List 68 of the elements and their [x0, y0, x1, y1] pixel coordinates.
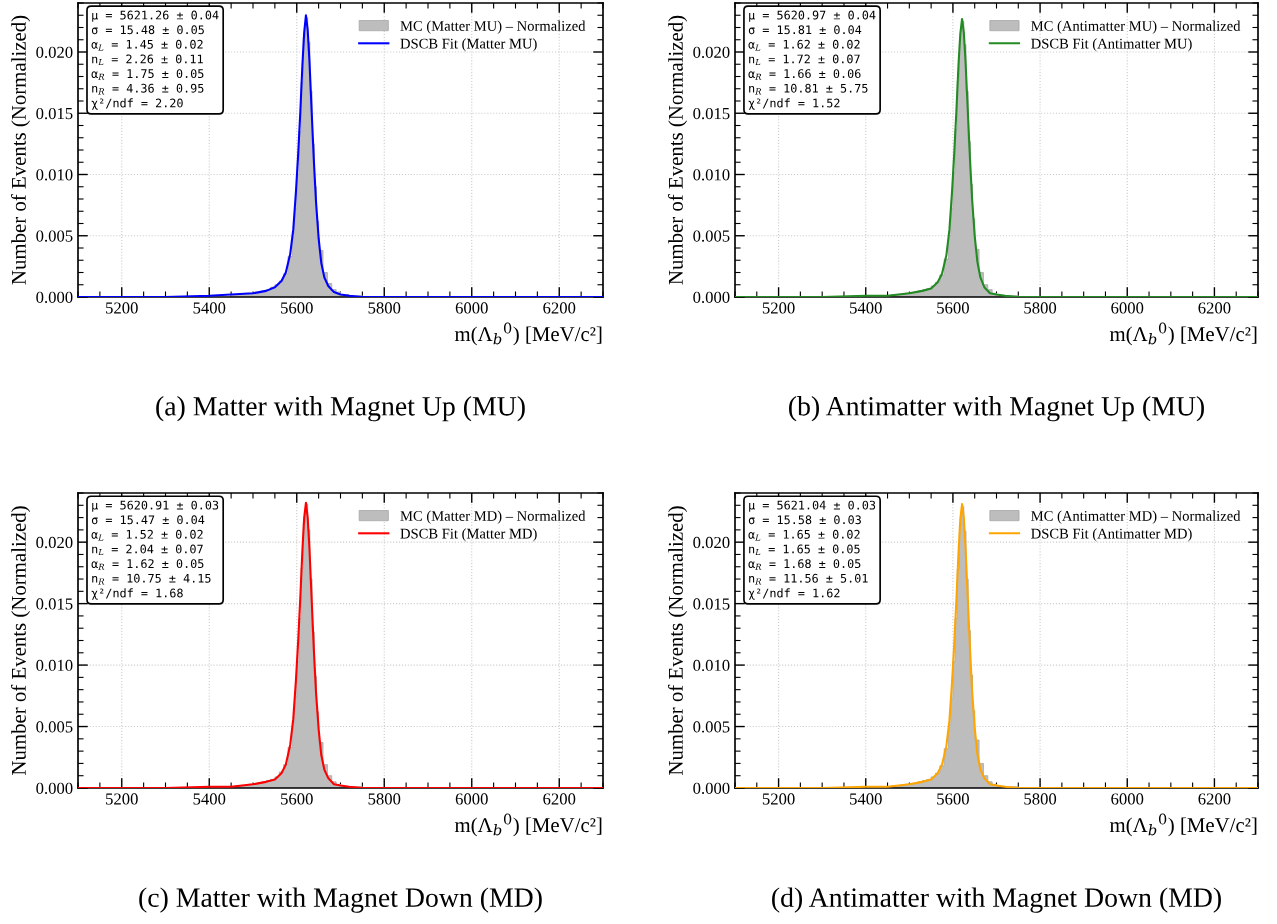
y-tick-label: 0.015 — [36, 107, 73, 120]
x-tick-label: 5800 — [1024, 302, 1057, 314]
x-tick-label: 5600 — [281, 793, 313, 805]
legend-label: MC (Antimatter MU) – Normalized — [1031, 20, 1241, 34]
x-tick-label: 6000 — [1111, 302, 1144, 314]
y-tick-label: 0.010 — [693, 169, 730, 181]
x-tick-label: 6000 — [455, 302, 488, 314]
y-tick-label: 0.010 — [693, 659, 730, 672]
y-tick-label: 0.015 — [693, 598, 730, 610]
y-tick-label: 0.005 — [36, 721, 73, 733]
legend-label: DSCB Fit (Matter MD) — [400, 528, 537, 542]
x-tick-label: 5400 — [850, 302, 882, 314]
y-tick-label: 0.000 — [36, 291, 73, 304]
text: (c) Matter with Magnet Down (MD) — [139, 887, 542, 913]
x-axis-title: m(Λ$_{b}$$^{0}$) [MeV/c²] — [454, 322, 602, 346]
x-tick-label: 5400 — [193, 302, 226, 314]
legend-label: DSCB Fit (Matter MU) — [400, 38, 537, 52]
legend-label: MC (Antimatter MD) – Normalized — [1031, 510, 1241, 524]
x-tick-label: 5600 — [937, 793, 969, 805]
y-tick-label: 0.000 — [36, 782, 73, 795]
y-tick-label: 0.005 — [693, 721, 730, 733]
y-tick-label: 0.000 — [693, 782, 730, 795]
text: μ = 5621.26 ± 0.04 σ = 15.48 ± 0.05 α$_{L}$ = 1.45 ± 0.02 n$_{L}$ = 2.26 ± 0.11 α$_{R}$ = 1.75 ± 0.05 n$_{R}$ = 4.36 ± 0.95 χ²/ndf = 2.20 — [91, 10, 219, 110]
text: μ = 5621.04 ± 0.03 σ = 15.58 ± 0.03 α$_{L}$ = 1.65 ± 0.02 n$_{L}$ = 1.65 ± 0.05 α$_{R}$ = 1.68 ± 0.05 n$_{R}$ = 11.56 ± 5.01 χ²/ndf = 1.62 — [748, 500, 876, 600]
x-axis-title: m(Λ$_{b}$$^{0}$) [MeV/c²] — [454, 813, 602, 837]
x-tick-label: 6200 — [543, 793, 576, 805]
x-axis-title: m(Λ$_{b}$$^{0}$) [MeV/c²] — [1109, 813, 1257, 837]
x-tick-label: 5800 — [1024, 793, 1057, 805]
legend-label: MC (Matter MD) – Normalized — [400, 510, 586, 524]
y-tick-label: 0.020 — [36, 536, 73, 549]
x-tick-label: 5800 — [368, 302, 401, 314]
x-tick-label: 5800 — [368, 793, 401, 805]
x-tick-label: 5200 — [106, 793, 138, 805]
x-tick-label: 5600 — [937, 302, 969, 314]
x-tick-label: 5200 — [762, 793, 795, 805]
y-tick-label: 0.010 — [36, 659, 73, 672]
y-tick-label: 0.005 — [693, 230, 730, 242]
y-tick-label: 0.015 — [36, 598, 73, 610]
x-tick-label: 5400 — [193, 793, 226, 805]
text: μ = 5620.97 ± 0.04 σ = 15.81 ± 0.04 α$_{L}$ = 1.62 ± 0.02 n$_{L}$ = 1.72 ± 0.07 α$_{R}$ = 1.66 ± 0.06 n$_{R}$ = 10.81 ± 5.75 χ²/ndf = 1.52 — [748, 10, 876, 110]
x-tick-label: 5600 — [281, 302, 313, 314]
y-axis-title: Number of Events (Normalized) — [10, 15, 31, 285]
text: μ = 5620.91 ± 0.03 σ = 15.47 ± 0.04 α$_{L}$ = 1.52 ± 0.02 n$_{L}$ = 2.04 ± 0.07 α$_{R}$ = 1.62 ± 0.05 n$_{R}$ = 10.75 ± 4.15 χ²/ndf = 1.68 — [91, 500, 219, 600]
y-tick-label: 0.010 — [36, 169, 73, 181]
text: (b) Antimatter with Magnet Up (MU) — [789, 396, 1204, 422]
y-tick-label: 0.020 — [693, 536, 730, 549]
y-axis-title: Number of Events (Normalized) — [10, 506, 31, 775]
y-axis-title: Number of Events (Normalized) — [667, 506, 688, 775]
y-tick-label: 0.015 — [693, 107, 730, 120]
legend-label: DSCB Fit (Antimatter MD) — [1031, 528, 1192, 542]
x-tick-label: 6000 — [1111, 793, 1144, 805]
x-tick-label: 6200 — [543, 302, 576, 314]
y-axis-title: Number of Events (Normalized) — [667, 15, 688, 285]
y-tick-label: 0.000 — [693, 291, 730, 304]
x-tick-label: 6000 — [455, 793, 488, 805]
x-tick-label: 5200 — [106, 302, 138, 314]
legend-label: DSCB Fit (Antimatter MU) — [1031, 38, 1192, 52]
x-tick-label: 5400 — [850, 793, 882, 805]
text: (a) Matter with Magnet Up (MU) — [156, 396, 525, 422]
y-tick-label: 0.020 — [693, 46, 730, 59]
legend-label: MC (Matter MU) – Normalized — [400, 20, 586, 34]
y-tick-label: 0.020 — [36, 46, 73, 59]
x-tick-label: 6200 — [1198, 302, 1231, 314]
y-tick-label: 0.005 — [36, 230, 73, 242]
x-tick-label: 5200 — [762, 302, 795, 314]
x-axis-title: m(Λ$_{b}$$^{0}$) [MeV/c²] — [1109, 322, 1257, 346]
text: (d) Antimatter with Magnet Down (MD) — [772, 887, 1221, 913]
x-tick-label: 6200 — [1198, 793, 1231, 805]
